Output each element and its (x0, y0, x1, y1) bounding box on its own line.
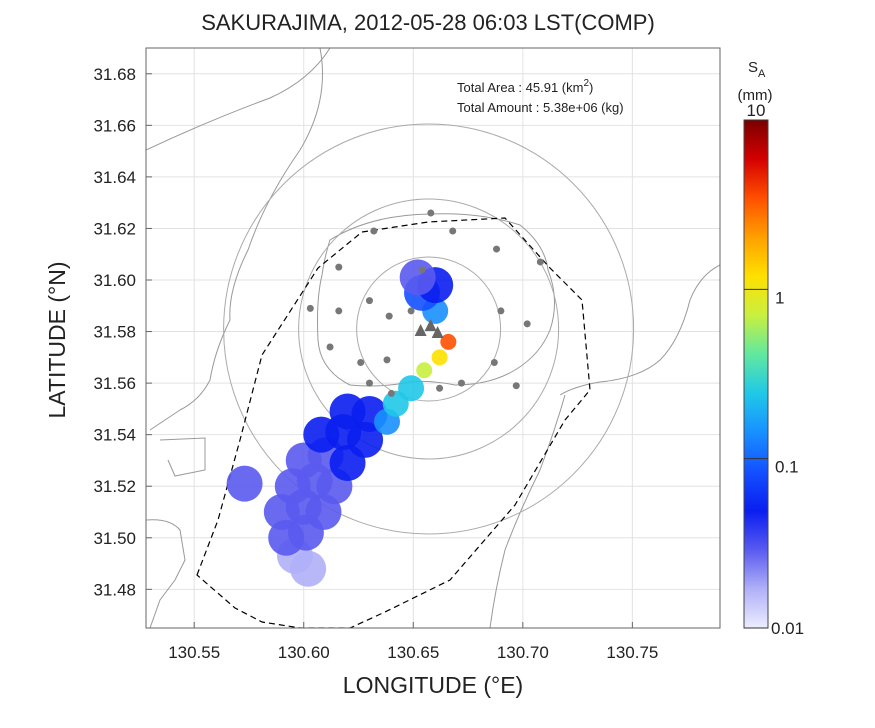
station-marker (335, 263, 343, 271)
y-tick-label: 31.56 (93, 374, 136, 393)
ash-cell (431, 349, 448, 366)
area-close: ) (589, 80, 593, 95)
station-marker (383, 356, 391, 364)
x-axis-ticks: 130.55 130.60 130.65 130.70 130.75 (168, 622, 658, 662)
station-marker (490, 358, 498, 366)
station-marker (326, 343, 334, 351)
x-tick-label: 130.55 (168, 643, 220, 662)
station-marker (370, 227, 378, 235)
vent-triangle (414, 323, 427, 336)
y-tick-label: 31.60 (93, 271, 136, 290)
x-tick-label: 130.60 (278, 643, 330, 662)
area-superscript: 2 (583, 78, 589, 89)
colorbar-symbol: S (748, 59, 758, 76)
ash-fall-cells (226, 259, 457, 587)
coastline (146, 48, 720, 628)
y-tick-label: 31.64 (93, 168, 136, 187)
plot-frame (145, 47, 721, 629)
y-tick-label: 31.50 (93, 529, 136, 548)
station-marker (385, 312, 393, 320)
range-circles (223, 123, 635, 535)
station-marker (497, 307, 505, 315)
y-tick-label: 31.52 (93, 477, 136, 496)
station-marker (365, 297, 373, 305)
x-tick-label: 130.70 (497, 643, 549, 662)
colorbar-tick-label: 1 (775, 288, 784, 307)
station-marker (407, 307, 415, 315)
y-tick-label: 31.54 (93, 426, 136, 445)
ash-cell (226, 465, 263, 502)
station-marker (335, 307, 343, 315)
colorbar-tick-label: 0.1 (775, 458, 799, 477)
grid-lines (146, 48, 720, 628)
chart-title: SAKURAJIMA, 2012-05-28 06:03 LST(COMP) (201, 10, 655, 35)
station-marker (436, 384, 444, 392)
station-marker (306, 304, 314, 312)
y-tick-label: 31.58 (93, 323, 136, 342)
y-tick-label: 31.48 (93, 580, 136, 599)
volcano-vent-markers (414, 318, 444, 338)
colorbar-title: SA (748, 59, 766, 80)
svg-text:Total Area : 45.91 (km2): Total Area : 45.91 (km2) (457, 78, 593, 95)
station-marker (427, 209, 435, 217)
x-tick-label: 130.65 (387, 643, 439, 662)
station-marker (357, 358, 365, 366)
y-axis-label: LATITUDE (°N) (44, 262, 70, 419)
colorbar-tick-label: 0.01 (771, 619, 804, 638)
range-circle (356, 256, 502, 402)
coverage-boundary (196, 217, 591, 628)
station-marker (457, 379, 465, 387)
station-marker (512, 382, 520, 390)
y-axis-ticks: 31.48 31.50 31.52 31.54 31.56 31.58 31.60 31.62… (93, 65, 152, 599)
y-tick-label: 31.62 (93, 219, 136, 238)
stats-annotation: Total Area : 45.91 (km2) Total Amount : … (457, 78, 624, 115)
ash-cell (399, 259, 436, 296)
station-marker (387, 389, 395, 397)
x-tick-label: 130.75 (606, 643, 658, 662)
observation-stations (306, 209, 544, 397)
range-circle (223, 123, 635, 535)
map-layer (146, 48, 720, 628)
colorbar-subscript: A (758, 68, 766, 80)
station-marker (536, 258, 544, 266)
y-tick-label: 31.68 (93, 65, 136, 84)
station-marker (418, 266, 426, 274)
total-amount-label: Total Amount : 5.38e+06 (kg) (457, 100, 624, 115)
station-marker (493, 245, 501, 253)
colorbar-unit: (mm) (738, 87, 773, 104)
station-marker (365, 379, 373, 387)
colorbar-gradient (743, 119, 769, 629)
colorbar: SA (mm) 10 1 0.1 0.01 (738, 59, 805, 638)
vent-triangle (431, 325, 444, 338)
station-marker (523, 320, 531, 328)
ash-cell (440, 333, 457, 350)
x-axis-label: LONGITUDE (°E) (343, 672, 523, 698)
colorbar-ticks: 10 1 0.1 0.01 (744, 101, 804, 638)
station-marker (449, 227, 457, 235)
vent-triangle (424, 318, 437, 331)
total-area-label: Total Area : 45.91 (km (457, 80, 583, 95)
ash-cell (416, 362, 433, 379)
ash-cell (398, 375, 425, 402)
y-tick-label: 31.66 (93, 116, 136, 135)
range-circle (298, 198, 560, 460)
colorbar-tick-label: 10 (747, 101, 766, 120)
